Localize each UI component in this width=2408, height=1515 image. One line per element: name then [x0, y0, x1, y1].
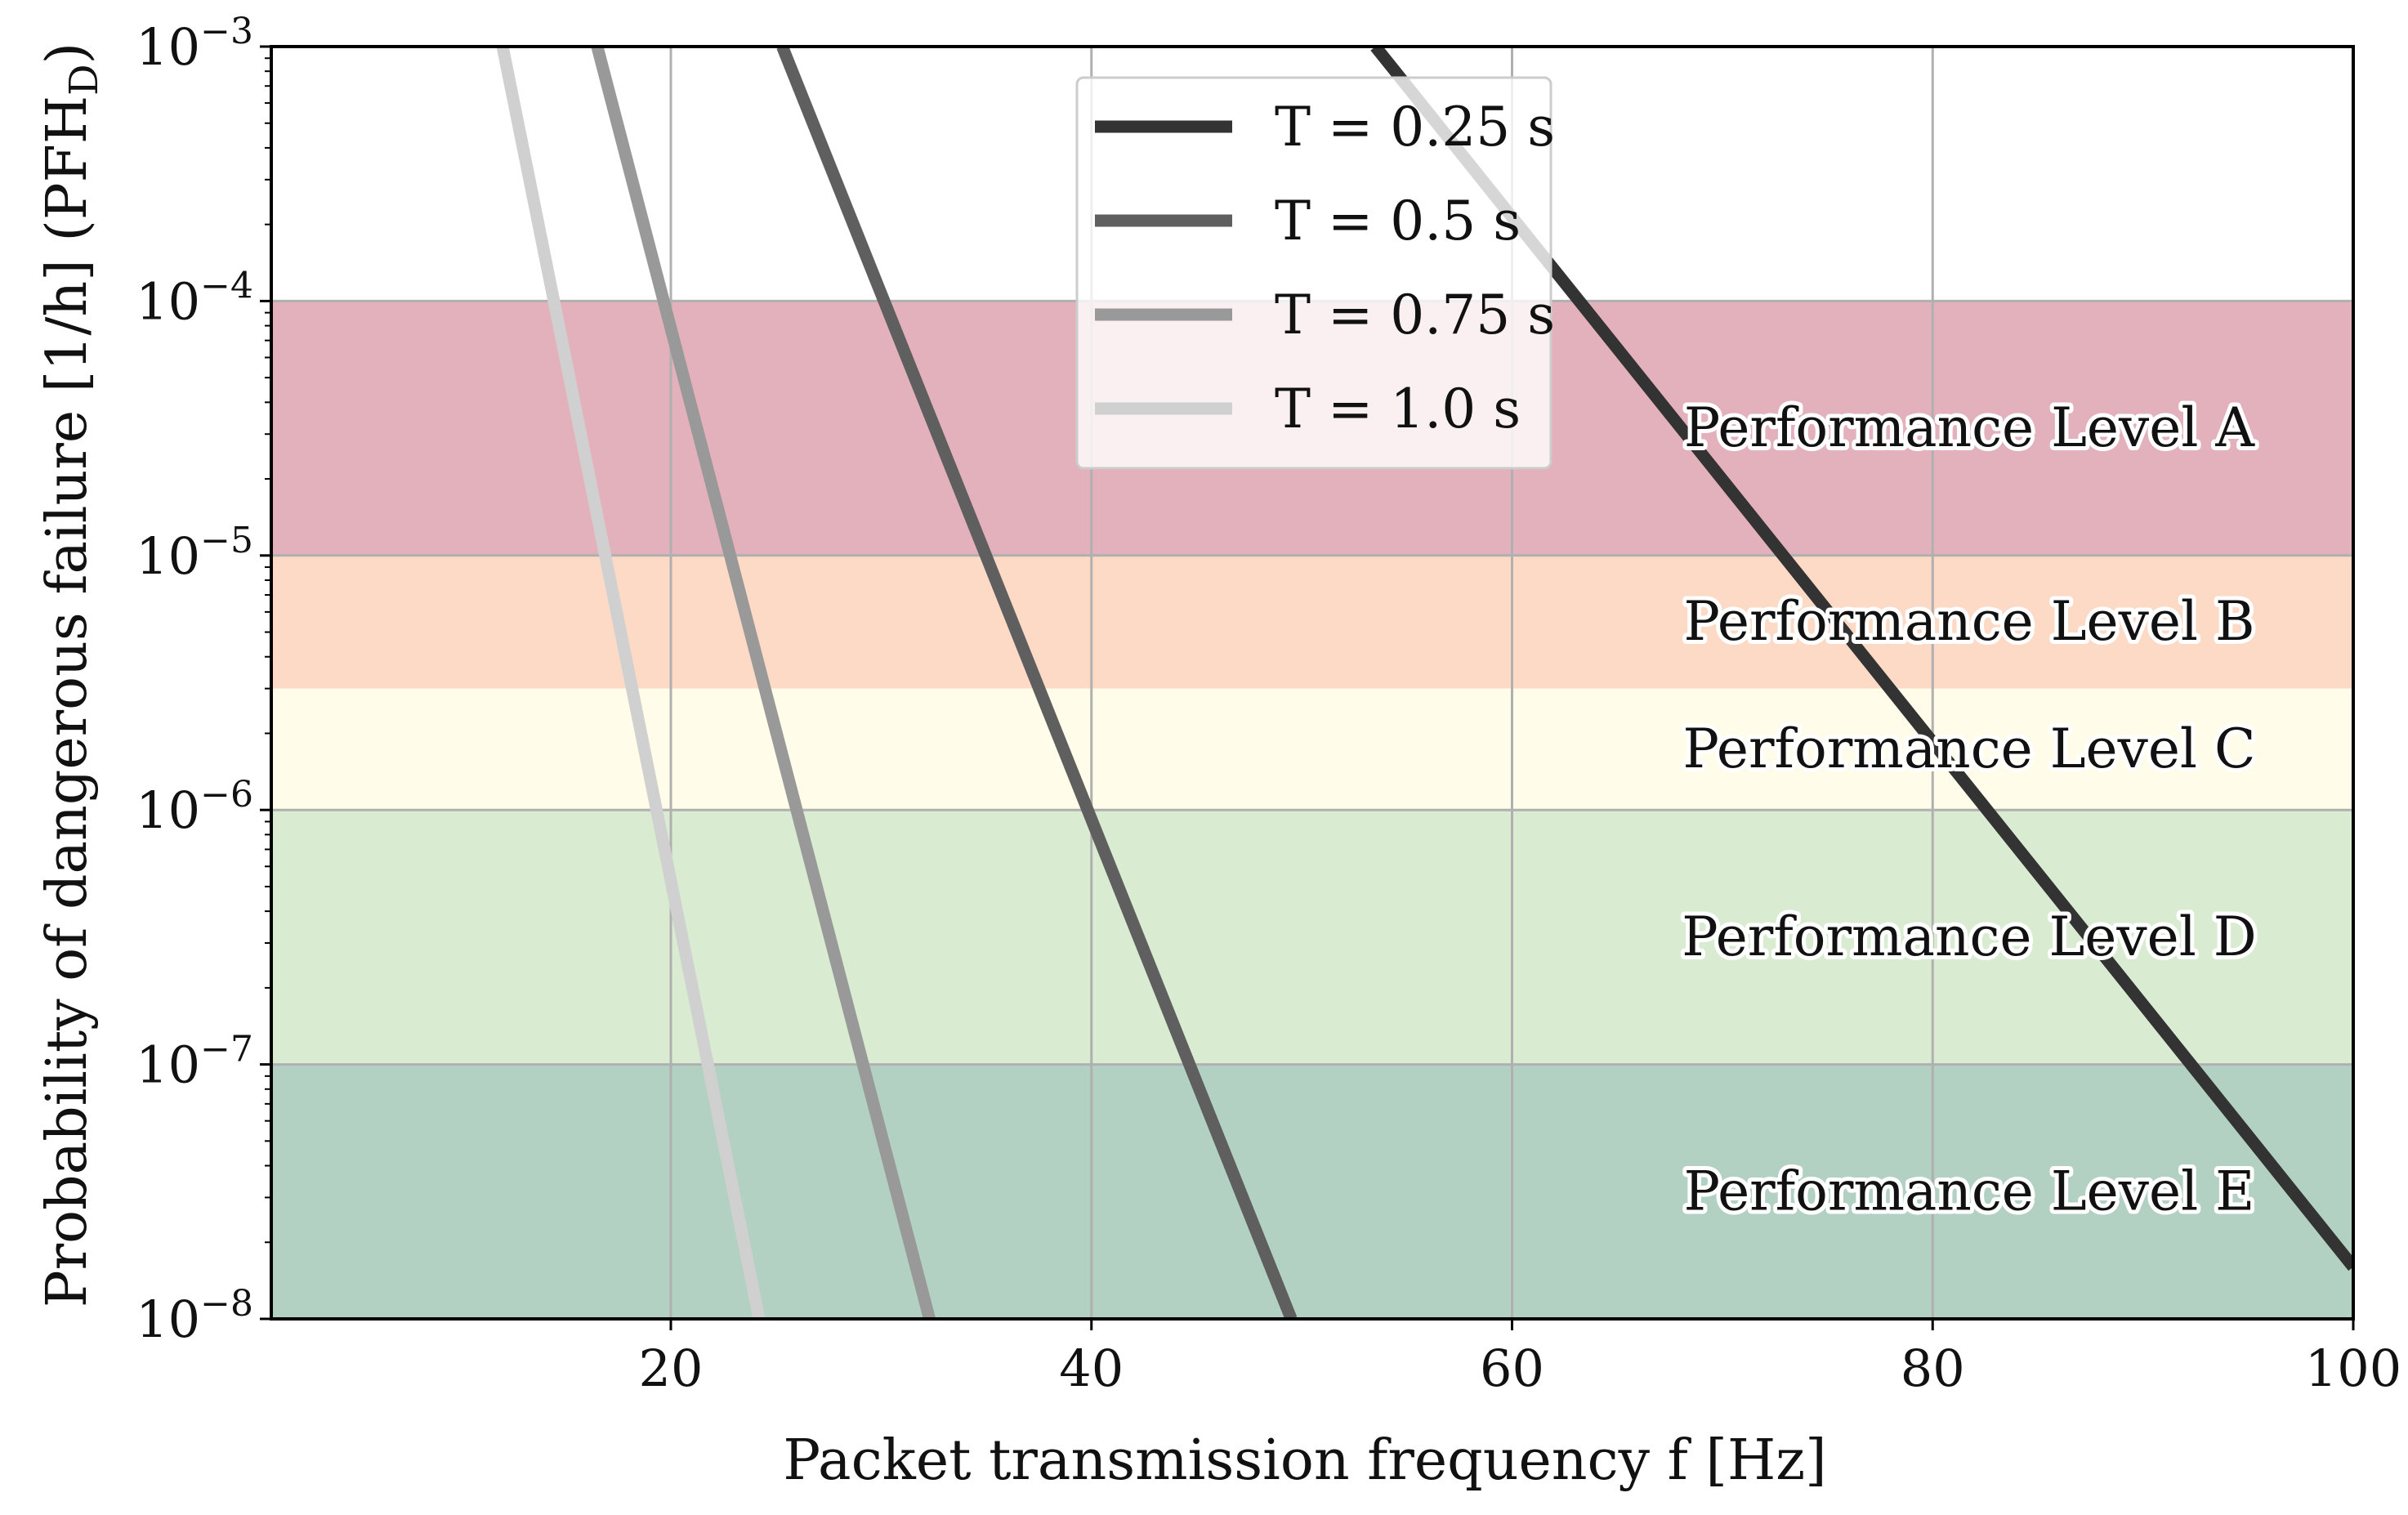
- y-tick-label-exponent: −8: [200, 1283, 253, 1325]
- series-line-t-1-0-s: [496, 47, 766, 1319]
- x-tick-label-60: 60: [1480, 1338, 1544, 1398]
- band-label-performance-level-b: Performance Level B: [1683, 590, 2254, 653]
- series-line-t-0-5-s: [776, 47, 1298, 1319]
- legend-label-t-0-75-s: T = 0.75 s: [1275, 284, 1555, 346]
- y-tick-label-1: 10−4: [136, 265, 253, 331]
- y-axis-label-subscript: D: [61, 64, 107, 95]
- y-tick-label-5: 10−8: [136, 1283, 253, 1349]
- band-performance-level-e: [271, 1064, 2353, 1319]
- band-performance-level-d: [271, 810, 2353, 1065]
- y-axis-label-main: Probability of dangerous failure [1/h] (…: [35, 96, 100, 1307]
- y-axis-label: Probability of dangerous failure [1/h] (…: [35, 42, 107, 1307]
- y-axis-label-close: ): [35, 42, 100, 65]
- y-tick-label-base: 10: [136, 1035, 200, 1095]
- plot-frame: [270, 45, 2355, 1321]
- x-tick-label-100: 100: [2305, 1338, 2401, 1398]
- y-tick-label-2: 10−5: [136, 520, 253, 586]
- y-tick-label-exponent: −6: [200, 774, 253, 816]
- legend-label-t-0-5-s: T = 0.5 s: [1275, 190, 1521, 252]
- y-tick-label-0: 10−3: [136, 11, 253, 77]
- x-tick-label-40: 40: [1059, 1338, 1124, 1398]
- y-tick-label-exponent: −5: [200, 520, 253, 561]
- y-tick-label-exponent: −4: [200, 265, 253, 306]
- x-tick-label-20: 20: [639, 1338, 704, 1398]
- band-label-performance-level-a: Performance Level A: [1684, 396, 2256, 459]
- band-performance-level-c: [271, 688, 2353, 811]
- x-tick-label-80: 80: [1901, 1338, 1965, 1398]
- band-label-performance-level-d: Performance Level D: [1682, 905, 2256, 968]
- x-axis-label: Packet transmission frequency f [Hz]: [783, 1428, 1826, 1493]
- band-label-performance-level-c: Performance Level C: [1682, 717, 2255, 780]
- y-tick-label-base: 10: [136, 271, 200, 331]
- axes-layer: [270, 45, 2355, 1321]
- y-tick-label-exponent: −7: [200, 1029, 253, 1070]
- y-tick-label-base: 10: [136, 780, 200, 840]
- band-label-layer: Performance Level A Performance Level B Pe…: [1678, 392, 2260, 1227]
- legend-label-t-1-0-s: T = 1.0 s: [1275, 378, 1521, 440]
- band-label-performance-level-e: Performance Level E: [1684, 1160, 2255, 1222]
- y-tick-label-3: 10−6: [136, 774, 253, 840]
- legend-label-t-0-25-s: T = 0.25 s: [1275, 96, 1555, 159]
- band-layer: [271, 301, 2353, 1319]
- legend-box: [1075, 76, 1552, 470]
- y-tick-label-base: 10: [136, 17, 200, 77]
- series-line-t-0-75-s: [591, 47, 936, 1319]
- y-tick-label-base: 10: [136, 1289, 200, 1349]
- y-tick-label-4: 10−7: [136, 1029, 253, 1095]
- y-tick-label-exponent: −3: [200, 11, 253, 52]
- y-tick-label-base: 10: [136, 526, 200, 586]
- legend: T = 0.25 s T = 0.5 s T = 0.75 s T = 1.0 s: [1075, 76, 1555, 470]
